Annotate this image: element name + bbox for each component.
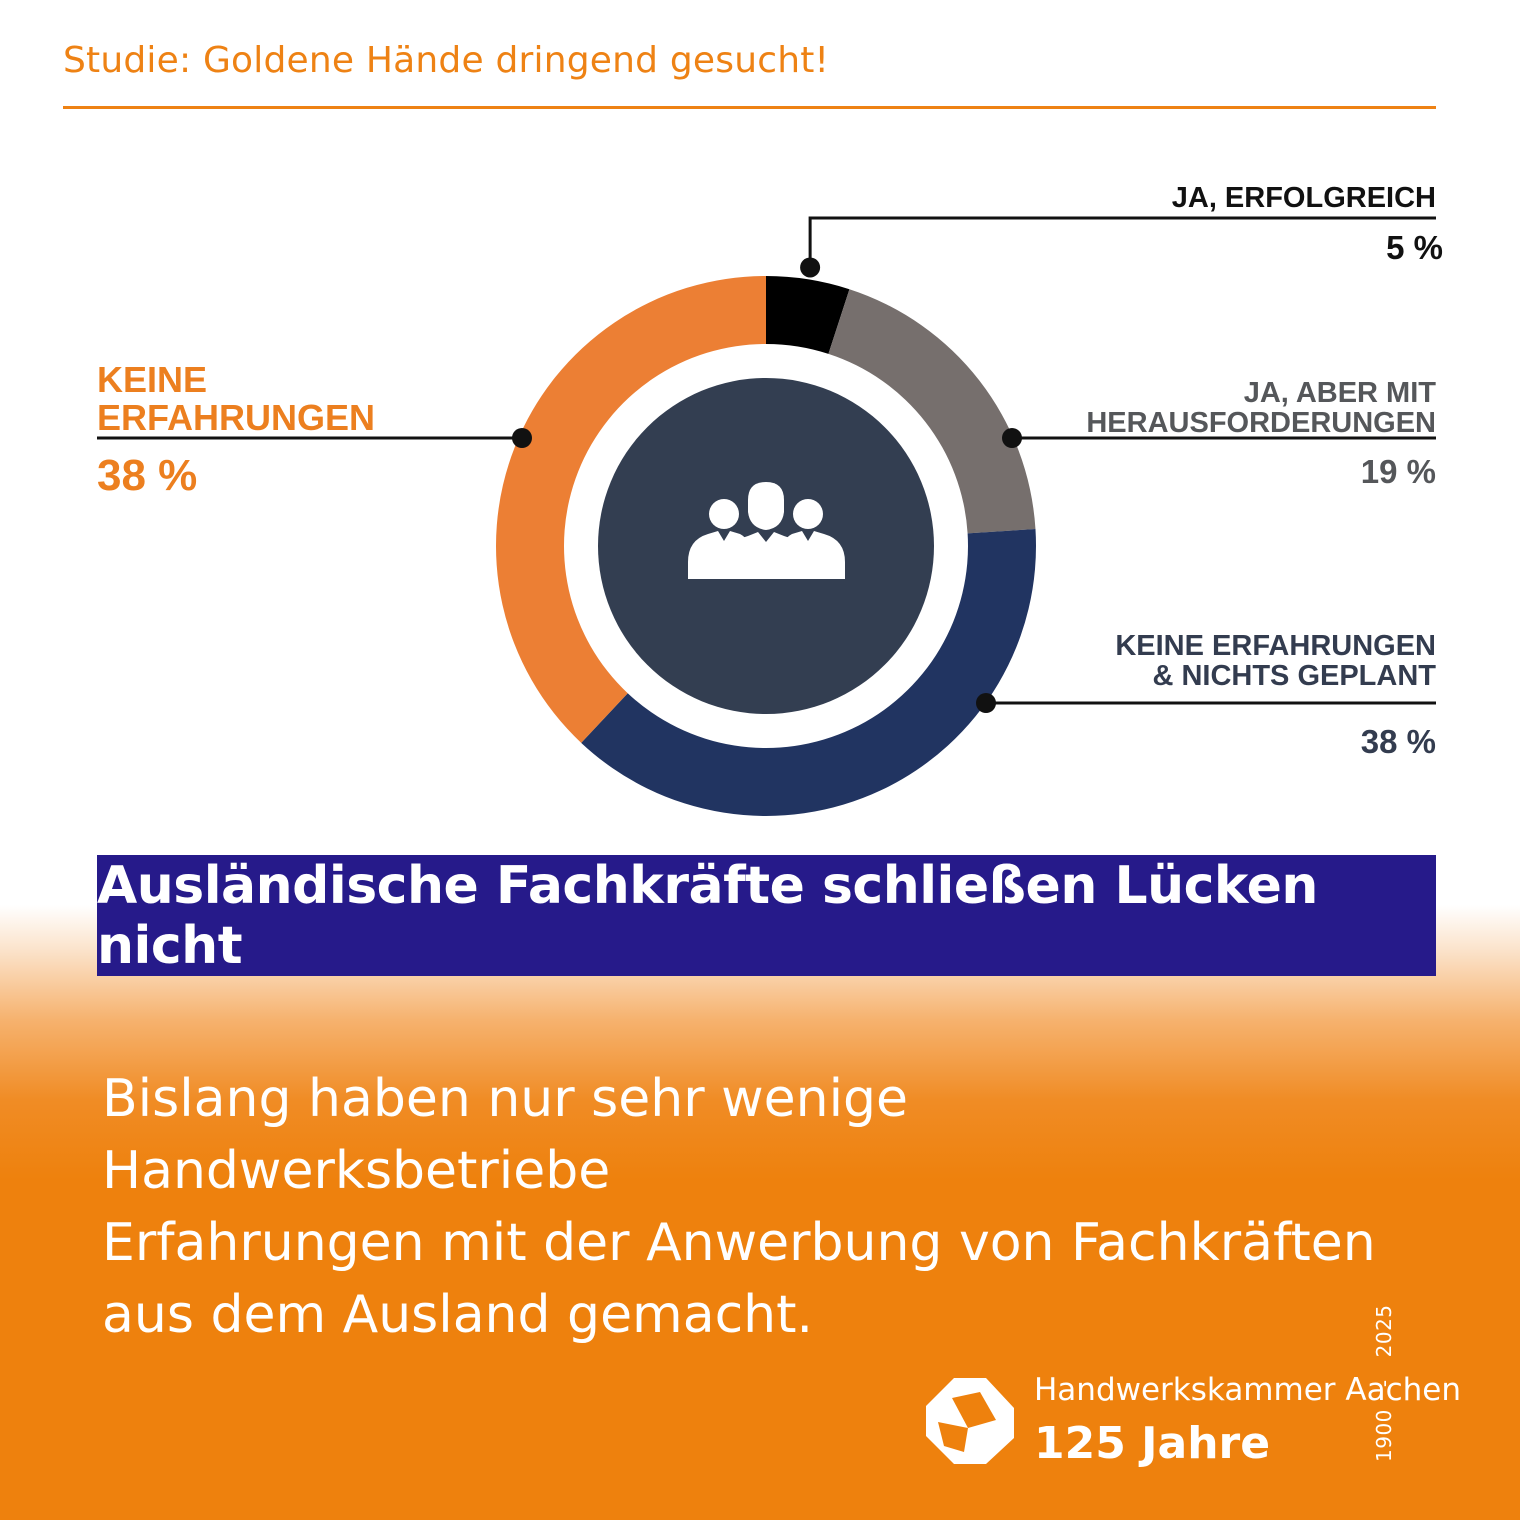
org-name: Handwerkskammer Aachen bbox=[1034, 1372, 1461, 1408]
label-ja-aber-herausforderungen: JA, ABER MIT HERAUSFORDERUNGEN bbox=[1086, 377, 1436, 440]
year-end: 2025 bbox=[1372, 1304, 1396, 1358]
people-group-icon bbox=[688, 482, 845, 579]
body-paragraph: Bislang haben nur sehr wenige Handwerksb… bbox=[102, 1063, 1422, 1351]
headline-banner: Ausländische Fachkräfte schließen Lücken… bbox=[97, 855, 1436, 976]
leader-line-ja-erfolgreich bbox=[808, 216, 1436, 268]
leader-dot-keine-erfahrungen-nichts-geplant bbox=[976, 693, 996, 713]
label-ja-erfolgreich: JA, ERFOLGREICH bbox=[1171, 182, 1436, 214]
leader-dot-ja-aber-herausforderungen bbox=[1002, 428, 1022, 448]
hwk-cube-logo-icon bbox=[926, 1378, 1014, 1464]
anniversary-label: 125 Jahre bbox=[1034, 1418, 1271, 1469]
leader-dot-keine-erfahrungen bbox=[512, 428, 532, 448]
donut-slice-keine-erfahrungen bbox=[495, 276, 766, 743]
year-separator: - bbox=[1372, 1379, 1396, 1388]
headline-text: Ausländische Fachkräfte schließen Lücken… bbox=[97, 855, 1318, 976]
label-keine-erfahrungen-nichts-geplant: KEINE ERFAHRUNGEN & NICHTS GEPLANT bbox=[1115, 630, 1436, 693]
value-ja-aber-herausforderungen: 19 % bbox=[1360, 453, 1436, 490]
body-line: Erfahrungen mit der Anwerbung von Fachkr… bbox=[102, 1213, 1376, 1273]
leader-dot-ja-erfolgreich bbox=[800, 257, 821, 278]
value-ja-erfolgreich: 5 % bbox=[1386, 229, 1443, 266]
value-keine-erfahrungen: 38 % bbox=[97, 451, 198, 500]
value-keine-erfahrungen-nichts-geplant: 38 % bbox=[1360, 723, 1436, 760]
year-start: 1900 bbox=[1372, 1409, 1396, 1462]
page-topic: Studie: Goldene Hände dringend gesucht! bbox=[63, 40, 830, 81]
body-line: Bislang haben nur sehr wenige Handwerksb… bbox=[102, 1069, 909, 1201]
donut-slice-keine-erfahrungen-nichts-geplant bbox=[581, 529, 1036, 816]
donut-chart bbox=[97, 216, 1436, 816]
donut-slice-ja-erfolgreich bbox=[766, 276, 850, 354]
body-line: aus dem Ausland gemacht. bbox=[102, 1285, 814, 1345]
donut-slice-ja-aber-herausforderungen bbox=[828, 289, 1036, 534]
label-keine-erfahrungen: KEINE ERFAHRUNGEN bbox=[97, 359, 376, 438]
anniversary-years: 1900 - 2025 bbox=[1372, 1304, 1396, 1462]
topic-divider bbox=[63, 106, 1436, 109]
